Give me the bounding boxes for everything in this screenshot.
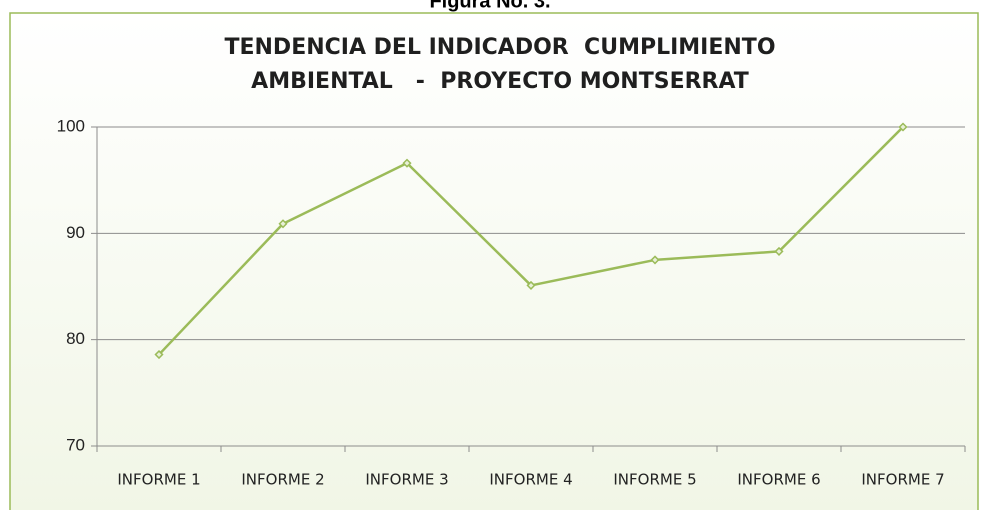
y-tick-label: 70 [66, 435, 85, 454]
caption: Figura No. 3. [429, 0, 550, 12]
x-tick-label: INFORME 2 [241, 471, 324, 489]
chart-title: TENDENCIA DEL INDICADOR CUMPLIMIENTO [224, 35, 775, 60]
x-tick-label: INFORME 3 [365, 471, 448, 489]
x-tick-label: INFORME 1 [117, 471, 200, 489]
chart-title: AMBIENTAL - PROYECTO MONTSERRAT [251, 69, 749, 94]
x-tick-label: INFORME 4 [489, 471, 572, 489]
marker [774, 246, 784, 256]
chart-frame [9, 12, 979, 510]
x-tick-label: INFORME 7 [861, 471, 944, 489]
y-tick-label: 100 [57, 116, 85, 135]
marker [898, 122, 908, 132]
marker [154, 349, 164, 360]
x-tick-label: INFORME 5 [613, 471, 696, 489]
x-tick-label: INFORME 6 [737, 471, 820, 489]
y-tick-label: 80 [66, 329, 85, 348]
y-tick-label: 90 [66, 223, 85, 242]
marker [526, 280, 536, 290]
marker [650, 255, 660, 265]
marker [278, 219, 288, 229]
marker [402, 158, 412, 168]
